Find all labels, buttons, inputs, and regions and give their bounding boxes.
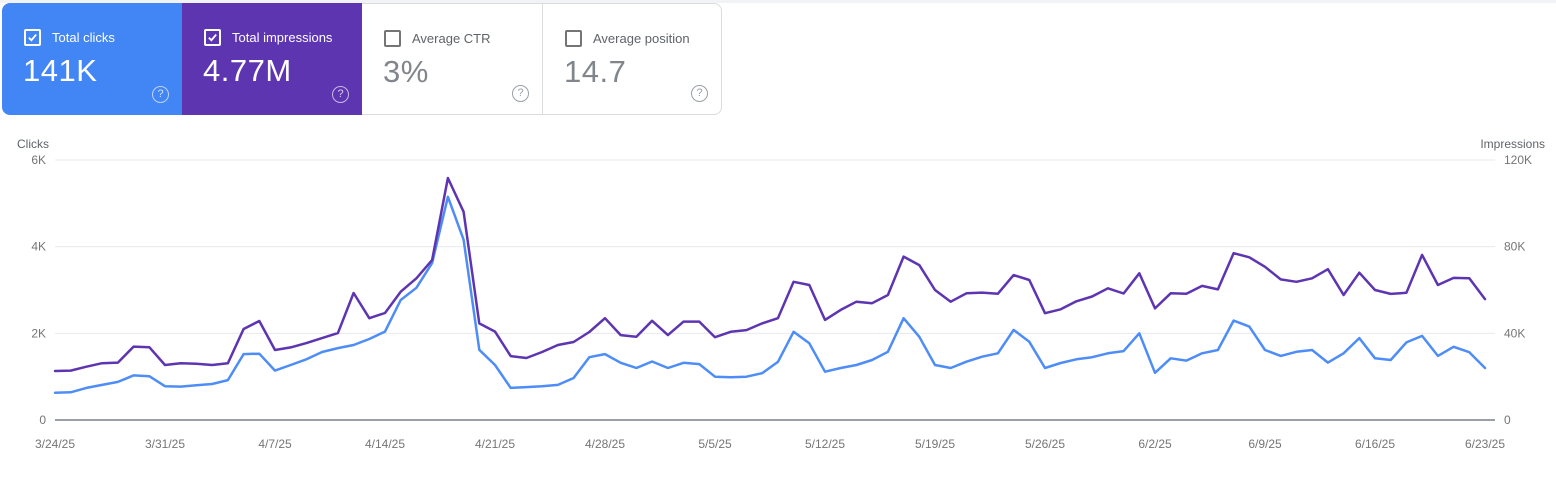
svg-text:5/5/25: 5/5/25 <box>698 437 732 451</box>
svg-text:80K: 80K <box>1504 240 1525 254</box>
svg-text:6/16/25: 6/16/25 <box>1355 437 1395 451</box>
svg-text:4/21/25: 4/21/25 <box>475 437 515 451</box>
card-value: 14.7 <box>564 54 627 89</box>
svg-text:4/14/25: 4/14/25 <box>365 437 405 451</box>
svg-text:0: 0 <box>1504 413 1511 427</box>
card-total-clicks[interactable]: Total clicks 141K ? <box>2 3 182 115</box>
performance-chart[interactable]: 0 2K 4K 6K 0 40K 80K 120K 3/24/25 3/31/25 4/7/25 4/… <box>0 132 1556 477</box>
card-label: Total impressions <box>232 30 333 45</box>
svg-text:6K: 6K <box>31 153 46 167</box>
help-icon[interactable]: ? <box>152 86 169 103</box>
svg-text:40K: 40K <box>1504 326 1525 340</box>
card-label: Total clicks <box>52 30 115 45</box>
svg-text:2K: 2K <box>31 326 46 340</box>
total-clicks-checkbox[interactable] <box>24 29 41 46</box>
checkmark-icon <box>28 33 37 42</box>
top-divider <box>0 0 1556 3</box>
card-average-ctr[interactable]: Average CTR 3% ? <box>362 3 542 115</box>
checkmark-icon <box>208 33 217 42</box>
svg-text:6/9/25: 6/9/25 <box>1248 437 1282 451</box>
metric-cards: Total clicks 141K ? Total impressions 4.… <box>2 3 722 115</box>
svg-text:4K: 4K <box>31 240 46 254</box>
card-average-position[interactable]: Average position 14.7 ? <box>542 3 722 115</box>
right-axis-caption: Impressions <box>1480 137 1545 151</box>
svg-text:5/12/25: 5/12/25 <box>805 437 845 451</box>
help-icon[interactable]: ? <box>332 86 349 103</box>
svg-text:6/2/25: 6/2/25 <box>1138 437 1172 451</box>
svg-text:6/23/25: 6/23/25 <box>1465 437 1505 451</box>
card-label: Average CTR <box>412 31 491 46</box>
average-position-checkbox[interactable] <box>565 30 582 47</box>
card-value: 3% <box>383 54 429 89</box>
card-value: 4.77M <box>203 53 292 88</box>
svg-text:4/7/25: 4/7/25 <box>258 437 292 451</box>
svg-text:3/24/25: 3/24/25 <box>35 437 75 451</box>
help-icon[interactable]: ? <box>691 85 708 102</box>
card-value: 141K <box>23 53 98 88</box>
help-icon[interactable]: ? <box>512 85 529 102</box>
svg-text:120K: 120K <box>1504 153 1532 167</box>
svg-text:5/19/25: 5/19/25 <box>915 437 955 451</box>
svg-text:3/31/25: 3/31/25 <box>145 437 185 451</box>
svg-text:0: 0 <box>39 413 46 427</box>
card-label: Average position <box>593 31 690 46</box>
total-impressions-checkbox[interactable] <box>204 29 221 46</box>
left-axis-caption: Clicks <box>17 137 49 151</box>
average-ctr-checkbox[interactable] <box>384 30 401 47</box>
svg-text:4/28/25: 4/28/25 <box>585 437 625 451</box>
svg-text:5/26/25: 5/26/25 <box>1025 437 1065 451</box>
card-total-impressions[interactable]: Total impressions 4.77M ? <box>182 3 362 115</box>
